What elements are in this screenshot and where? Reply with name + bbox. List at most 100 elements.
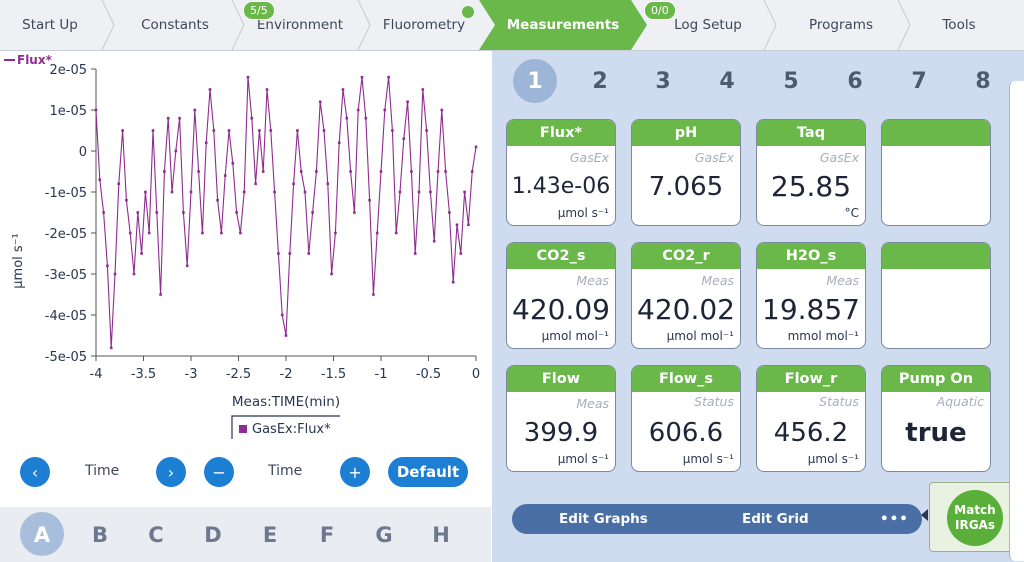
card-value: 25.85 [770,170,852,203]
data-point [113,272,117,276]
legend-box-label: GasEx:Flux* [252,422,331,437]
data-point [360,75,364,79]
card-h2o-s[interactable]: H2O_s Meas 19.857 mmol mol⁻¹ [756,242,866,349]
graph-tab-label: E [262,522,278,547]
card-flux[interactable]: Flux* GasEx 1.43e-06 µmol s⁻¹ [506,119,616,226]
graph-tab-h[interactable]: H [419,507,463,562]
card-co2-r[interactable]: CO2_r Meas 420.02 µmol mol⁻¹ [631,242,741,349]
page-4-button[interactable]: 4 [719,68,735,94]
graph-tab-label: F [319,522,335,547]
graph-tab-g[interactable]: G [362,507,406,562]
tab-measurements[interactable]: Measurements [479,0,647,50]
data-point [372,293,375,296]
data-point [470,170,474,173]
page-7-button[interactable]: 7 [911,68,927,94]
data-point [417,190,421,194]
page-3-button[interactable]: 3 [655,68,671,94]
graph-tab-b[interactable]: B [78,507,122,562]
data-point [269,129,273,132]
graph-tab-f[interactable]: F [305,507,349,562]
data-point [258,129,261,132]
card-unit: µmol s⁻¹ [557,206,609,220]
tab-log-setup[interactable]: Log Setup [655,0,761,50]
tab-label: Start Up [22,17,78,33]
data-point [349,170,352,173]
page-8-button[interactable]: 8 [975,68,991,94]
card-title: Pump On [882,366,990,392]
card-empty-1[interactable] [881,119,991,226]
tab-label: Tools [942,17,976,33]
card-unit: µmol s⁻¹ [557,452,609,466]
tab-start-up[interactable]: Start Up [0,0,100,50]
data-point [159,293,162,296]
side-scroll-strip[interactable] [1009,81,1024,561]
match-label-line1: Match [954,503,996,517]
card-unit: µmol s⁻¹ [807,452,859,466]
card-unit: µmol mol⁻¹ [541,329,609,343]
data-point [132,272,136,276]
zoom-out-button[interactable]: − [204,457,234,487]
graph-tab-a[interactable]: A [20,507,64,562]
card-co2-s[interactable]: CO2_s Meas 420.09 µmol mol⁻¹ [506,242,616,349]
card-value: 456.2 [773,418,849,448]
data-point [109,346,113,350]
data-point [204,141,208,145]
measurement-panel: 1 2 3 4 5 6 7 8 Flux* GasEx 1.43e-06 µmo… [492,51,1024,562]
card-unit: °C [844,206,859,220]
match-label-line2: IRGAs [955,518,995,532]
tab-environment[interactable]: Environment [244,0,356,50]
match-irgas-button[interactable]: Match IRGAs [947,490,1003,546]
match-irgas-drawer: Match IRGAs [921,482,1024,552]
data-point [387,75,390,79]
graph-tab-e[interactable]: E [248,507,292,562]
card-pump-on[interactable]: Pump On Aquatic true [881,365,991,472]
page-2-button[interactable]: 2 [592,68,608,94]
data-point [193,108,197,112]
default-button[interactable]: Default [388,457,468,487]
data-point [94,108,98,112]
data-point [455,223,459,227]
zoom-in-button[interactable]: + [340,457,370,487]
page-6-button[interactable]: 6 [847,68,863,94]
data-point [391,129,394,132]
data-point [410,170,413,173]
status-dot-icon [462,6,474,18]
data-point [125,198,128,202]
next-button[interactable]: › [156,457,186,487]
graph-tab-d[interactable]: D [191,507,235,562]
card-flow[interactable]: Flow Meas 399.9 µmol s⁻¹ [506,365,616,472]
tab-fluorometry[interactable]: Fluorometry [368,0,480,50]
y-tick-label: -2e-05 [45,227,87,242]
card-group: Meas [576,273,609,288]
edit-graphs-button[interactable]: Edit Graphs [559,511,648,527]
edit-grid-button[interactable]: Edit Grid [742,511,809,527]
flux-chart[interactable]: 2e-05 1e-05 0 -1e-05 -2e-05 -3e-05 -4e-05 -5e-0… [0,51,491,451]
tab-separator [101,0,115,50]
card-value: 19.857 [762,293,860,326]
card-ph[interactable]: pH GasEx 7.065 [631,119,741,226]
data-point [117,182,121,186]
drawer-arrow-icon[interactable] [921,509,928,521]
tab-constants[interactable]: Constants [116,0,234,50]
data-point [140,252,143,255]
more-icon[interactable]: ••• [880,511,909,527]
page-1-button[interactable]: 1 [513,59,557,103]
data-point [182,211,185,214]
tab-tools[interactable]: Tools [913,0,1005,50]
page-5-button[interactable]: 5 [783,68,799,94]
legend-top-label: Flux* [17,53,53,67]
card-empty-2[interactable] [881,242,991,349]
data-point [121,129,124,132]
tab-programs[interactable]: Programs [775,0,907,50]
graph-tab-c[interactable]: C [134,507,178,562]
card-flow-r[interactable]: Flow_r Status 456.2 µmol s⁻¹ [756,365,866,472]
prev-button[interactable]: ‹ [20,457,50,487]
data-point [444,170,447,173]
tab-separator [231,0,245,50]
card-group: Meas [826,273,859,288]
card-flow-s[interactable]: Flow_s Status 606.6 µmol s⁻¹ [631,365,741,472]
data-point [379,170,383,173]
card-taq[interactable]: Taq GasEx 25.85 °C [756,119,866,226]
y-tick-label: -5e-05 [45,350,87,365]
x-tick-label: -2.5 [226,367,251,382]
